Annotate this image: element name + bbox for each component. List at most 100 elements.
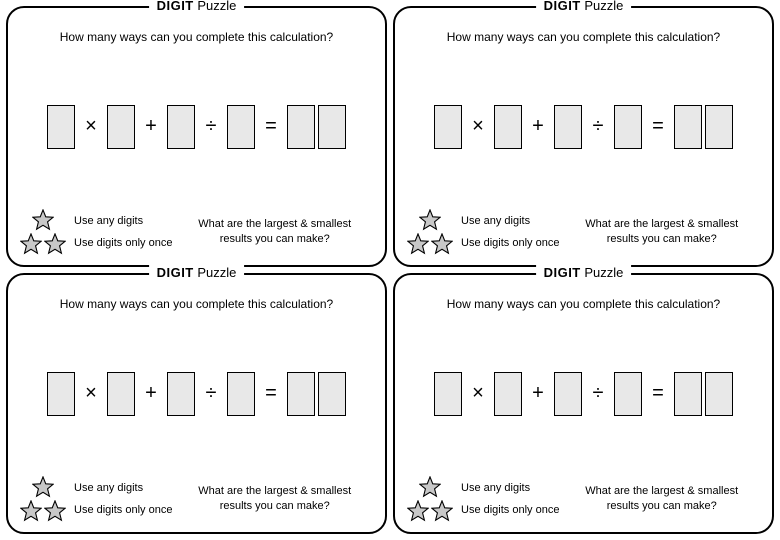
star-icon <box>20 500 42 522</box>
digit-input[interactable] <box>227 372 255 416</box>
difficulty-stars <box>407 209 453 255</box>
title-bold: DIGIT <box>544 0 581 13</box>
question-text: How many ways can you complete this calc… <box>407 30 760 44</box>
equation-row: × + ÷ = <box>20 44 373 209</box>
digit-input[interactable] <box>554 372 582 416</box>
star-icon <box>407 233 429 255</box>
extra-line2: results you can make? <box>220 500 330 512</box>
title-bold: DIGIT <box>544 265 581 280</box>
digit-input[interactable] <box>47 105 75 149</box>
question-text: How many ways can you complete this calc… <box>20 297 373 311</box>
difficulty-stars <box>20 209 66 255</box>
digit-input[interactable] <box>318 105 346 149</box>
star-icon <box>431 500 453 522</box>
rule-once: Use digits only once <box>74 504 172 516</box>
question-text: How many ways can you complete this calc… <box>407 297 760 311</box>
title-rest: Puzzle <box>197 0 236 13</box>
digit-input[interactable] <box>287 105 315 149</box>
digit-input[interactable] <box>494 372 522 416</box>
title-rest: Puzzle <box>584 265 623 280</box>
puzzle-card: DIGIT Puzzle How many ways can you compl… <box>6 6 387 267</box>
result-boxes <box>287 372 346 416</box>
digit-input[interactable] <box>318 372 346 416</box>
title-bold: DIGIT <box>157 265 194 280</box>
card-title: DIGIT Puzzle <box>149 265 245 280</box>
digit-input[interactable] <box>705 105 733 149</box>
extra-line1: What are the largest & smallest <box>585 485 738 497</box>
extra-line2: results you can make? <box>220 233 330 245</box>
puzzle-card: DIGIT Puzzle How many ways can you compl… <box>6 273 387 534</box>
digit-input[interactable] <box>107 105 135 149</box>
title-rest: Puzzle <box>197 265 236 280</box>
rules-column: Use any digits Use digits only once <box>461 215 559 249</box>
extra-line2: results you can make? <box>607 233 717 245</box>
digit-input[interactable] <box>167 372 195 416</box>
card-footer: Use any digits Use digits only once What… <box>407 476 760 522</box>
card-footer: Use any digits Use digits only once What… <box>20 476 373 522</box>
card-grid: DIGIT Puzzle How many ways can you compl… <box>6 6 774 534</box>
operator-divide: ÷ <box>590 115 606 138</box>
star-icon <box>32 209 54 231</box>
extra-question: What are the largest & smallest results … <box>180 484 373 514</box>
digit-input[interactable] <box>494 105 522 149</box>
rules-column: Use any digits Use digits only once <box>74 482 172 516</box>
rule-any-digits: Use any digits <box>74 482 172 494</box>
operator-equals: = <box>650 115 666 138</box>
digit-input[interactable] <box>227 105 255 149</box>
card-title: DIGIT Puzzle <box>536 0 632 13</box>
card-title: DIGIT Puzzle <box>536 265 632 280</box>
operator-plus: + <box>143 382 159 405</box>
digit-input[interactable] <box>554 105 582 149</box>
digit-input[interactable] <box>434 105 462 149</box>
extra-line1: What are the largest & smallest <box>198 485 351 497</box>
extra-question: What are the largest & smallest results … <box>567 217 760 247</box>
result-boxes <box>287 105 346 149</box>
digit-input[interactable] <box>614 105 642 149</box>
result-boxes <box>674 105 733 149</box>
digit-input[interactable] <box>674 372 702 416</box>
operator-plus: + <box>143 115 159 138</box>
puzzle-card: DIGIT Puzzle How many ways can you compl… <box>393 273 774 534</box>
operator-plus: + <box>530 382 546 405</box>
extra-question: What are the largest & smallest results … <box>180 217 373 247</box>
star-icon <box>44 233 66 255</box>
title-rest: Puzzle <box>584 0 623 13</box>
digit-input[interactable] <box>674 105 702 149</box>
star-icon <box>20 233 42 255</box>
star-icon <box>431 233 453 255</box>
rule-any-digits: Use any digits <box>461 482 559 494</box>
digit-input[interactable] <box>47 372 75 416</box>
question-text: How many ways can you complete this calc… <box>20 30 373 44</box>
puzzle-card: DIGIT Puzzle How many ways can you compl… <box>393 6 774 267</box>
operator-multiply: × <box>83 115 99 138</box>
operator-divide: ÷ <box>590 382 606 405</box>
extra-line2: results you can make? <box>607 500 717 512</box>
operator-plus: + <box>530 115 546 138</box>
operator-equals: = <box>263 115 279 138</box>
star-icon <box>44 500 66 522</box>
rule-any-digits: Use any digits <box>74 215 172 227</box>
digit-input[interactable] <box>434 372 462 416</box>
equation-row: × + ÷ = <box>20 311 373 476</box>
equation-row: × + ÷ = <box>407 311 760 476</box>
operator-multiply: × <box>470 115 486 138</box>
extra-line1: What are the largest & smallest <box>585 218 738 230</box>
digit-input[interactable] <box>167 105 195 149</box>
operator-multiply: × <box>470 382 486 405</box>
rules-column: Use any digits Use digits only once <box>74 215 172 249</box>
digit-input[interactable] <box>287 372 315 416</box>
operator-divide: ÷ <box>203 115 219 138</box>
digit-input[interactable] <box>614 372 642 416</box>
card-footer: Use any digits Use digits only once What… <box>20 209 373 255</box>
difficulty-stars <box>20 476 66 522</box>
operator-multiply: × <box>83 382 99 405</box>
extra-question: What are the largest & smallest results … <box>567 484 760 514</box>
rule-once: Use digits only once <box>74 237 172 249</box>
star-icon <box>407 500 429 522</box>
operator-equals: = <box>263 382 279 405</box>
digit-input[interactable] <box>107 372 135 416</box>
extra-line1: What are the largest & smallest <box>198 218 351 230</box>
digit-input[interactable] <box>705 372 733 416</box>
operator-equals: = <box>650 382 666 405</box>
result-boxes <box>674 372 733 416</box>
